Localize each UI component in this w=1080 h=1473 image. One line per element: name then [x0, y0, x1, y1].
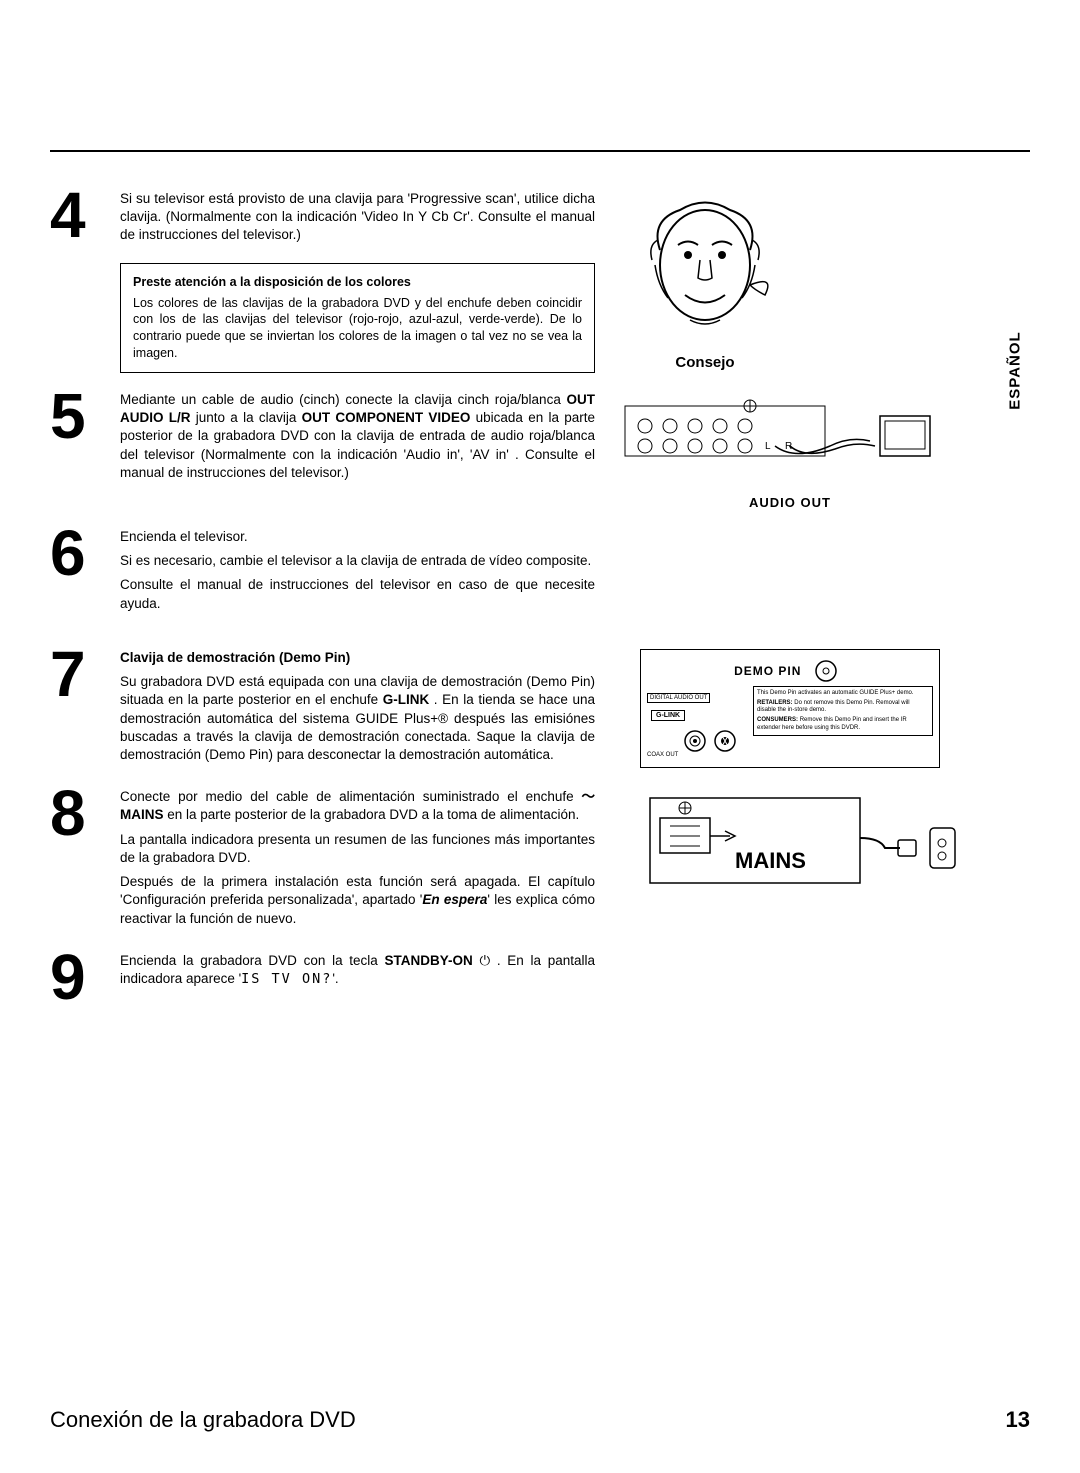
coax-glink-icon [683, 726, 743, 756]
page-footer: Conexión de la grabadora DVD 13 [50, 1407, 1030, 1433]
audio-out-illustration: L R AUDIO OUT [620, 391, 960, 510]
step-6-text: Encienda el televisor. Si es necesario, … [120, 528, 595, 619]
mains-diagram-icon: MAINS [640, 788, 960, 908]
content-area: 4 Si su televisor está provisto de una c… [50, 190, 1030, 1021]
tip-box: Preste atención a la disposición de los … [120, 263, 595, 373]
step-8-row: 8 Conecte por medio del cable de aliment… [50, 788, 1030, 934]
step-number: 4 [50, 190, 120, 241]
step-9-row: 9 Encienda la grabadora DVD con la tecla… [50, 952, 1030, 1003]
mains-illustration: MAINS [620, 788, 960, 913]
consejo-label: Consejo [605, 354, 805, 371]
digital-audio-label: DIGITAL AUDIO OUT [647, 693, 710, 703]
face-icon [640, 190, 770, 350]
manual-page: ESPAÑOL 4 Si su televisor está provisto … [0, 0, 1080, 1473]
step-5-para: Mediante un cable de audio (cinch) conec… [120, 391, 595, 482]
step-8-text: Conecte por medio del cable de alimentac… [120, 788, 595, 934]
step-8-para-a: Conecte por medio del cable de alimentac… [120, 788, 595, 824]
demo-pin-plug-icon [806, 656, 846, 686]
page-number: 13 [1006, 1407, 1030, 1433]
audio-out-diagram-icon: L R [620, 391, 940, 486]
step-9-text: Encienda la grabadora DVD con la tecla S… [120, 952, 595, 994]
step-7-title: Clavija de demostración (Demo Pin) [120, 649, 595, 667]
horizontal-rule [50, 150, 1030, 152]
step-4-para: Si su televisor está provisto de una cla… [120, 190, 595, 245]
step-6-row: 6 Encienda el televisor. Si es necesario… [50, 528, 1030, 619]
coax-label: COAX OUT [647, 752, 678, 758]
tip-title: Preste atención a la disposición de los … [133, 274, 582, 291]
mains-text-in-svg: MAINS [735, 848, 806, 873]
step-number: 9 [50, 952, 120, 1003]
tip-text: Los colores de las clavijas de la grabad… [133, 295, 582, 363]
step-number: 8 [50, 788, 120, 839]
step-5-row: 5 Mediante un cable de audio (cinch) con… [50, 391, 1030, 510]
step-6-para-b: Si es necesario, cambie el televisor a l… [120, 552, 595, 570]
step-number: 6 [50, 528, 120, 579]
step-7-para: Su grabadora DVD está equipada con una c… [120, 673, 595, 764]
step-7-text: Clavija de demostración (Demo Pin) Su gr… [120, 649, 595, 770]
step-4-row: 4 Si su televisor está provisto de una c… [50, 190, 1030, 373]
svg-text:L: L [765, 441, 771, 452]
step-number: 7 [50, 649, 120, 700]
step-5-text: Mediante un cable de audio (cinch) conec… [120, 391, 595, 488]
footer-title: Conexión de la grabadora DVD [50, 1407, 356, 1433]
step-7-row: 7 Clavija de demostración (Demo Pin) Su … [50, 649, 1030, 770]
step-6-para-c: Consulte el manual de instrucciones del … [120, 576, 595, 612]
consejo-illustration: Consejo [605, 190, 805, 371]
step-8-para-c: Después de la primera instalación esta f… [120, 873, 595, 928]
step-6-para-a: Encienda el televisor. [120, 528, 595, 546]
step-4-text: Si su televisor está provisto de una cla… [120, 190, 595, 373]
step-8-para-b: La pantalla indicadora presenta un resum… [120, 831, 595, 867]
demo-pin-label: DEMO PIN [734, 664, 801, 678]
glink-label: G-LINK [651, 710, 685, 721]
audio-out-label: AUDIO OUT [620, 495, 960, 510]
step-number: 5 [50, 391, 120, 442]
step-9-para: Encienda la grabadora DVD con la tecla S… [120, 952, 595, 988]
demo-pin-illustration: DEMO PIN DIGITAL AUDIO OUT G-LINK COAX O… [620, 649, 960, 768]
